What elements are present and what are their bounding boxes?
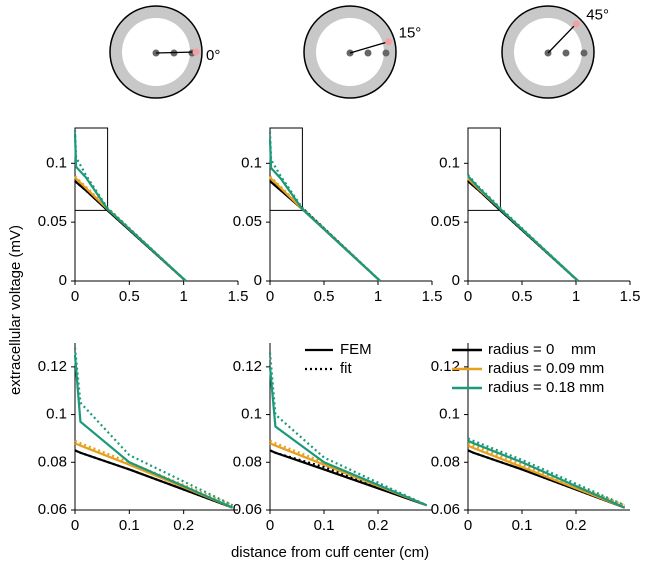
zoom-box — [74, 127, 109, 211]
y-tick-label: 0 — [59, 272, 67, 289]
angle-label: 45° — [586, 7, 609, 24]
fem-line — [269, 442, 428, 507]
angle-line — [547, 23, 577, 54]
fem-line — [73, 133, 187, 282]
fit-line — [268, 352, 428, 507]
angle-label: 15° — [399, 25, 422, 42]
x-tick-label: 0.1 — [512, 517, 533, 534]
x-tick-label: 0 — [71, 288, 79, 305]
fit-line — [467, 180, 579, 282]
y-tick-label: 0.12 — [233, 358, 262, 375]
x-tick-label: 0.2 — [368, 517, 389, 534]
x-tick-label: 0.1 — [119, 517, 140, 534]
x-tick-label: 0.1 — [314, 517, 335, 534]
y-tick-label: 0 — [452, 272, 460, 289]
y-tick-label: 0.1 — [439, 154, 460, 171]
x-tick-label: 0 — [71, 517, 79, 534]
y-axis-label: extracellular voltage (mV) — [7, 225, 24, 395]
x-tick-label: 1.5 — [422, 288, 443, 305]
legend-label: FEM — [340, 341, 372, 358]
fit-line — [268, 131, 381, 282]
zoom-box — [467, 127, 501, 211]
fit-line — [269, 449, 427, 507]
legend-label: radius = 0.18 mm — [488, 379, 604, 396]
x-tick-label: 1.5 — [228, 288, 249, 305]
x-tick-label: 0 — [464, 288, 472, 305]
legend-label: fit — [340, 360, 353, 377]
fem-line — [467, 444, 626, 509]
fem-line — [268, 366, 428, 507]
y-tick-label: 0.08 — [38, 453, 67, 470]
fit-line — [467, 449, 625, 509]
legend-label: radius = 0 mm — [488, 341, 596, 358]
x-tick-label: 0.5 — [119, 288, 140, 305]
x-tick-label: 0.2 — [566, 517, 587, 534]
y-tick-label: 0.05 — [431, 213, 460, 230]
electrode — [572, 20, 580, 28]
x-tick-label: 0.2 — [173, 517, 194, 534]
angle-label: 0° — [206, 47, 220, 64]
x-tick-label: 0 — [266, 517, 274, 534]
y-tick-label: 0.1 — [46, 154, 67, 171]
fiber — [364, 49, 372, 57]
x-tick-label: 0.5 — [512, 288, 533, 305]
y-tick-label: 0.1 — [241, 406, 262, 423]
fem-line — [73, 354, 234, 509]
y-tick-label: 0.05 — [38, 213, 67, 230]
x-tick-label: 1 — [572, 288, 580, 305]
y-tick-label: 0.1 — [439, 406, 460, 423]
y-tick-label: 0.12 — [38, 358, 67, 375]
fit-line — [467, 437, 626, 507]
y-tick-label: 0.1 — [46, 406, 67, 423]
x-tick-label: 0 — [464, 517, 472, 534]
y-tick-label: 0 — [254, 272, 262, 289]
fit-line — [73, 130, 187, 282]
x-tick-label: 0 — [266, 288, 274, 305]
fit-line — [74, 180, 187, 282]
electrode — [192, 48, 200, 56]
zoom-box — [269, 127, 303, 211]
x-tick-label: 1 — [179, 288, 187, 305]
y-tick-label: 0.06 — [431, 501, 460, 518]
y-tick-label: 0.12 — [431, 358, 460, 375]
fem-line — [269, 449, 427, 507]
y-tick-label: 0.06 — [38, 501, 67, 518]
legend-label: radius = 0.09 mm — [488, 360, 604, 377]
fit-line — [269, 180, 381, 282]
y-tick-label: 0.1 — [241, 154, 262, 171]
fit-line — [73, 347, 234, 507]
y-tick-label: 0.06 — [233, 501, 262, 518]
y-tick-label: 0.08 — [233, 453, 262, 470]
fiber — [562, 49, 570, 57]
angle-line — [155, 51, 197, 54]
fem-line — [467, 439, 626, 509]
fiber — [382, 49, 390, 57]
angle-line — [349, 41, 389, 54]
x-tick-label: 1.5 — [620, 288, 641, 305]
x-axis-label: distance from cuff center (cm) — [231, 544, 429, 561]
x-tick-label: 1 — [374, 288, 382, 305]
fiber — [580, 49, 588, 57]
fit-line — [467, 174, 579, 282]
electrode — [385, 38, 393, 46]
y-tick-label: 0.08 — [431, 453, 460, 470]
y-tick-label: 0.05 — [233, 213, 262, 230]
x-tick-label: 0.5 — [314, 288, 335, 305]
fit-line — [74, 449, 233, 509]
